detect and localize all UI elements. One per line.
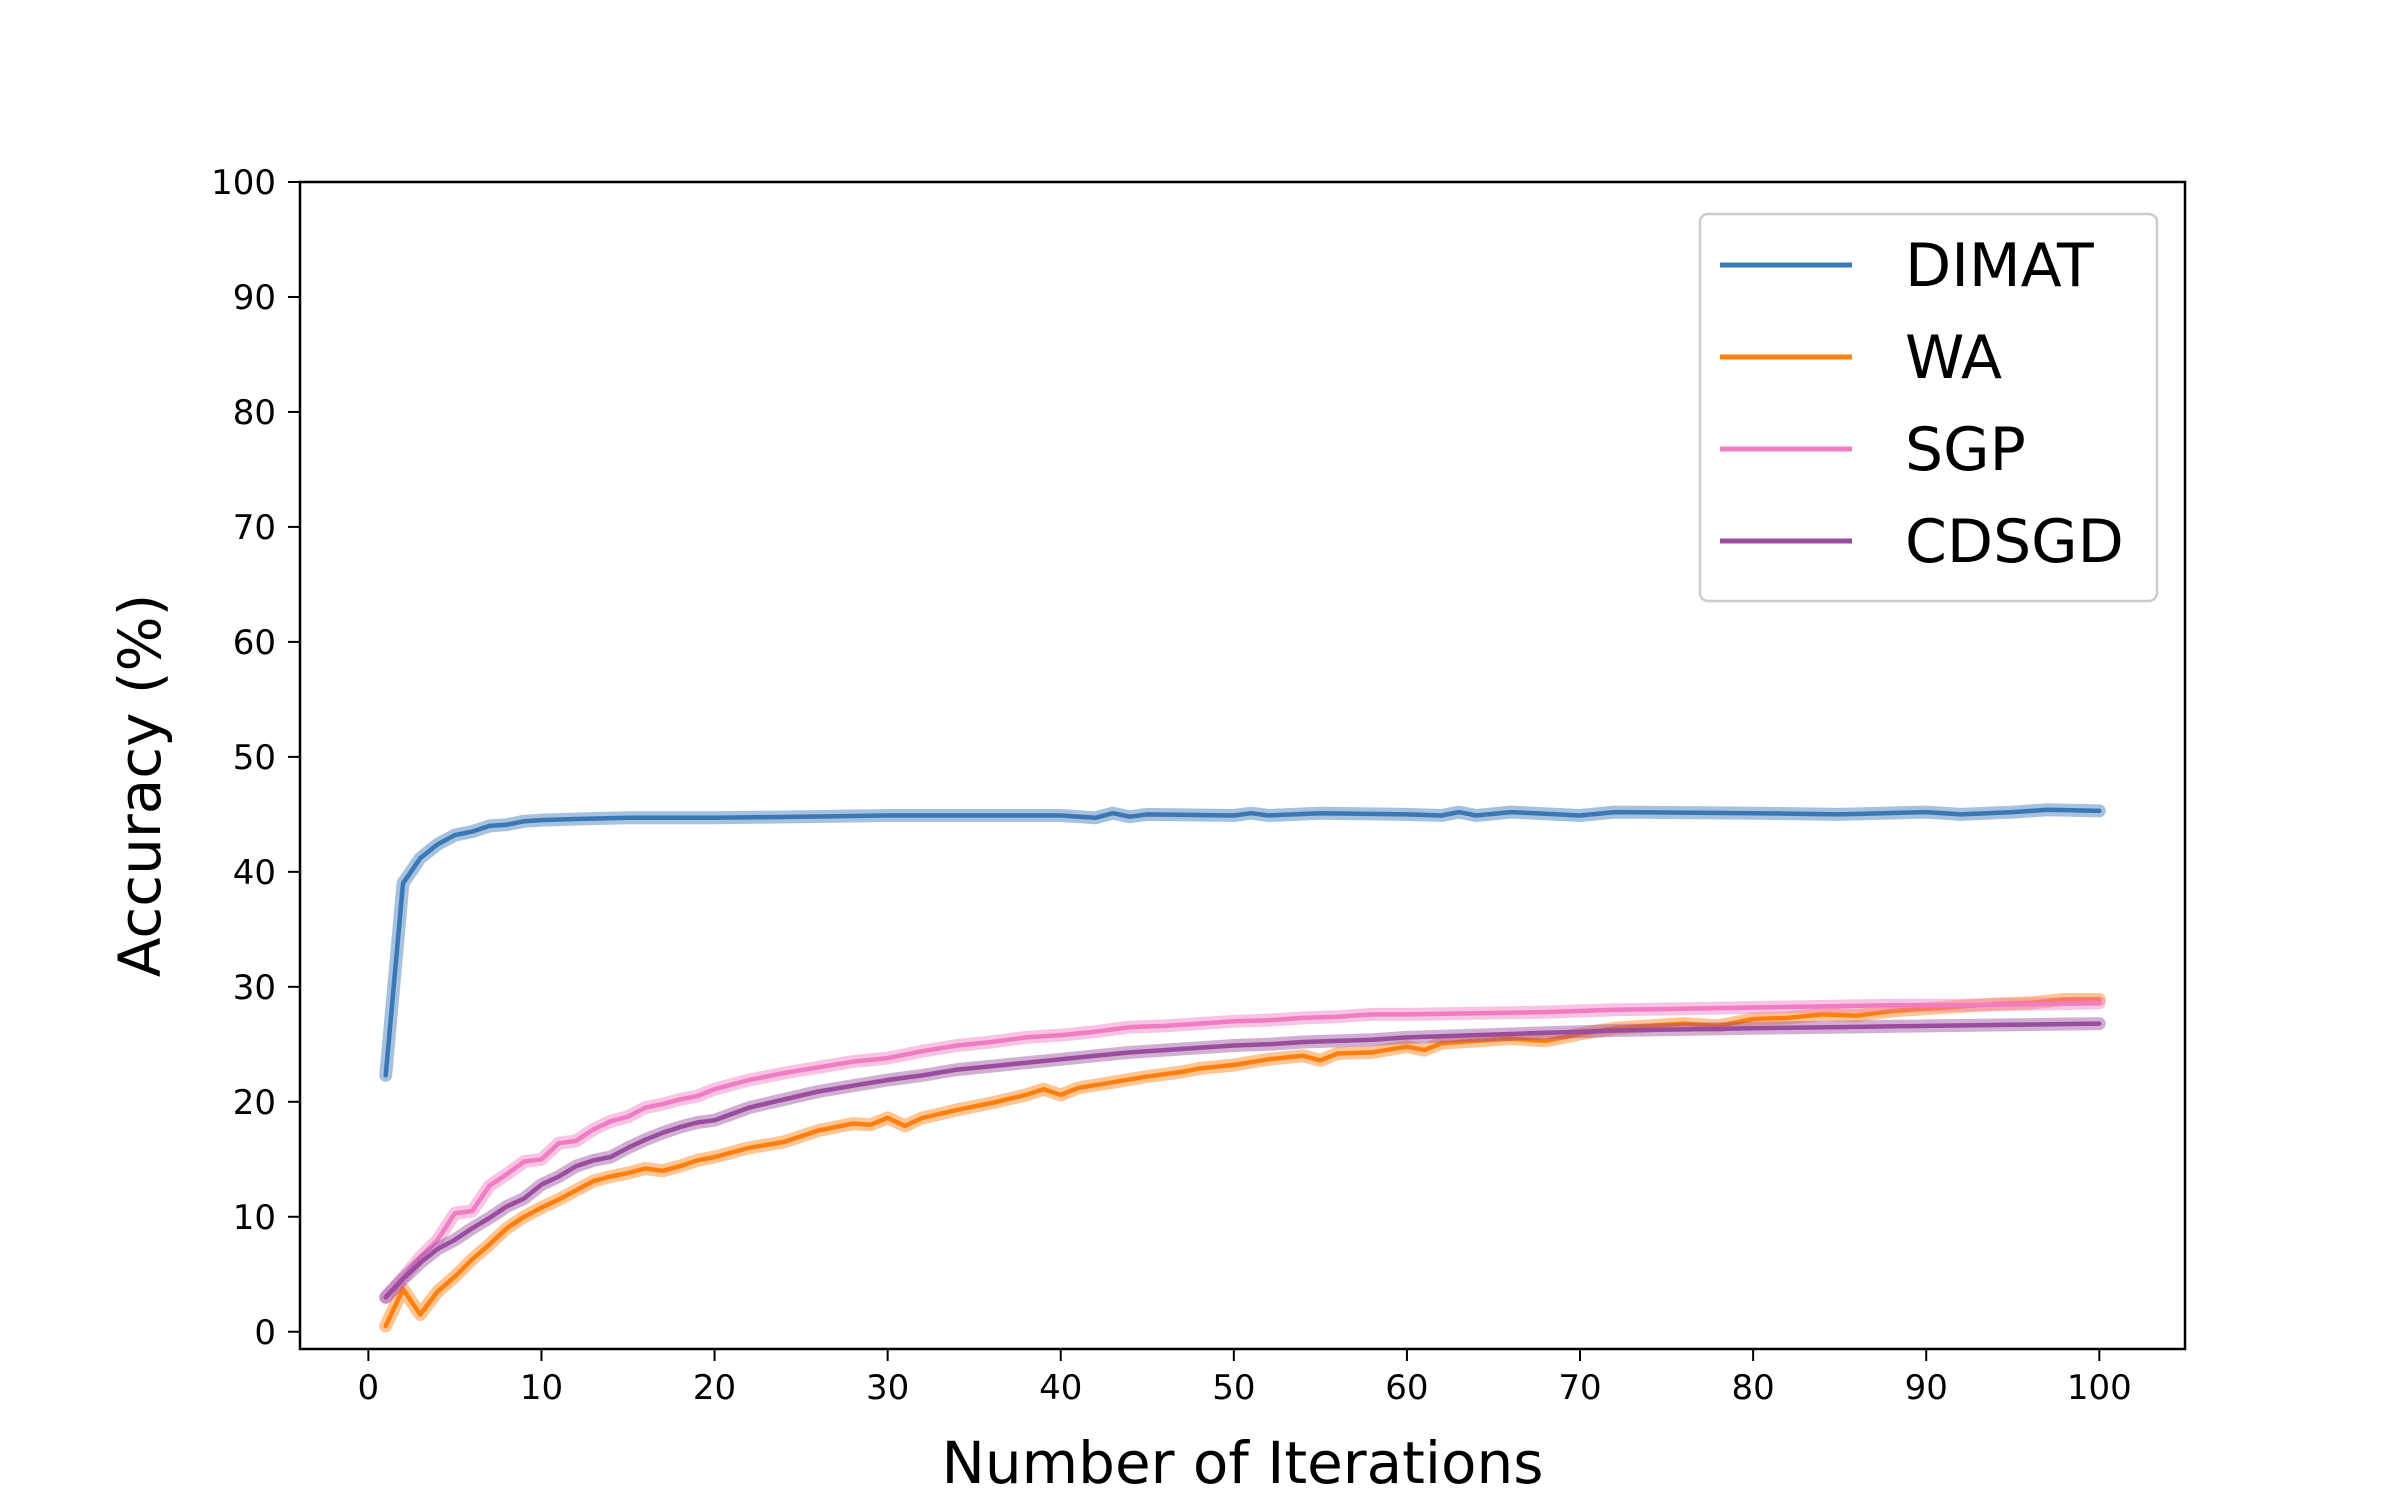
y-axis: 0 10 20 30 40 50 60 70 80 90 100 (211, 163, 300, 1353)
legend-label-sgp: SGP (1905, 415, 2026, 485)
x-axis-label: Number of Iterations (941, 1429, 1543, 1497)
series-layer (379, 803, 2106, 1333)
y-tick-label: 90 (233, 278, 276, 318)
x-tick-label: 90 (1905, 1368, 1948, 1408)
x-tick-label: 70 (1558, 1368, 1601, 1408)
legend-label-wa: WA (1905, 323, 2002, 393)
series-line-sgp (383, 1000, 2102, 1300)
x-tick-label: 40 (1039, 1368, 1082, 1408)
series-line-wa (383, 997, 2102, 1329)
series-line-dimat (383, 807, 2102, 1078)
y-tick-label: 70 (233, 508, 276, 548)
y-tick-label: 60 (233, 623, 276, 663)
series-line-cdsgd (383, 1021, 2102, 1300)
legend-box (1698, 212, 2159, 603)
y-tick-label: 0 (254, 1313, 276, 1353)
y-tick-label: 10 (233, 1198, 276, 1238)
x-tick-label: 60 (1385, 1368, 1428, 1408)
y-tick-label: 80 (233, 393, 276, 433)
x-tick-label: 0 (358, 1368, 380, 1408)
plot-frame (298, 180, 2187, 1351)
legend-label-dimat: DIMAT (1905, 231, 2094, 301)
x-tick-label: 10 (520, 1368, 563, 1408)
x-tick-label: 100 (2067, 1368, 2132, 1408)
y-tick-label: 20 (233, 1083, 276, 1123)
x-tick-label: 50 (1212, 1368, 1255, 1408)
x-axis: 0 10 20 30 40 50 60 70 80 90 100 (358, 1349, 2132, 1408)
y-axis-label: Accuracy (%) (106, 594, 174, 978)
x-tick-label: 80 (1731, 1368, 1774, 1408)
y-tick-label: 30 (233, 968, 276, 1008)
legend: DIMAT WA SGP CDSGD (1698, 212, 2159, 603)
x-tick-label: 30 (866, 1368, 909, 1408)
x-tick-label: 20 (693, 1368, 736, 1408)
legend-label-cdsgd: CDSGD (1905, 507, 2124, 577)
y-tick-label: 50 (233, 738, 276, 778)
y-tick-label: 100 (211, 163, 276, 203)
y-tick-label: 40 (233, 853, 276, 893)
